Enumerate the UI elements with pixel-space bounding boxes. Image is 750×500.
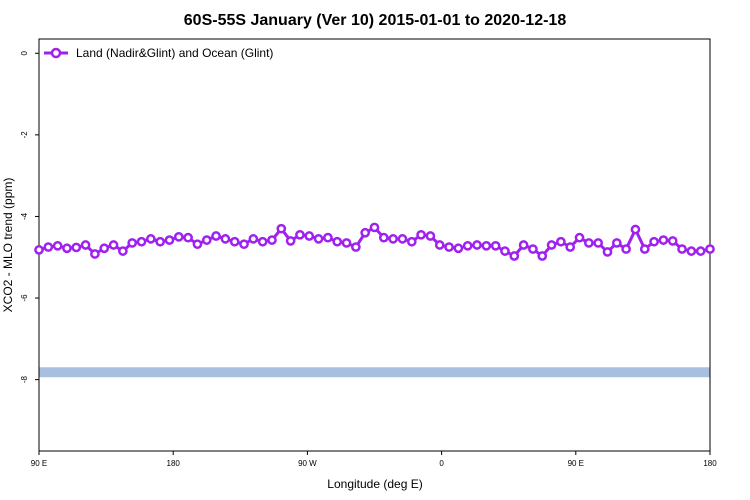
data-point (267, 235, 277, 245)
data-point (705, 244, 715, 254)
y-axis-label: XCO2 - MLO trend (ppm) (1, 178, 15, 313)
data-point (239, 239, 249, 250)
data-point (127, 238, 138, 248)
legend-label: Land (Nadir&Glint) and Ocean (Glint) (76, 46, 273, 60)
data-point (276, 223, 287, 234)
data-point (360, 227, 371, 238)
data-point (611, 238, 622, 248)
x-tick-label: 90 E (31, 459, 47, 468)
y-tick-label: -8 (20, 376, 29, 384)
data-point (313, 234, 324, 244)
data-point (462, 240, 473, 251)
y-tick-label: -2 (20, 131, 29, 139)
x-tick-label: 180 (703, 459, 717, 468)
data-point (556, 236, 566, 247)
data-point (416, 229, 426, 240)
data-point (658, 235, 669, 245)
data-point (472, 240, 482, 250)
data-point (546, 240, 557, 250)
data-point (509, 251, 520, 261)
data-point (667, 236, 678, 246)
data-point (229, 236, 240, 247)
data-point (490, 240, 501, 251)
data-point (99, 243, 110, 254)
data-point (155, 236, 166, 247)
data-point (118, 246, 128, 256)
data-point (621, 244, 631, 254)
data-point (295, 229, 305, 240)
data-point (444, 242, 454, 252)
data-point (43, 242, 54, 252)
data-point (434, 240, 445, 250)
data-point (453, 243, 464, 254)
data-point (323, 232, 333, 243)
legend-marker (50, 47, 62, 59)
data-point (537, 251, 548, 261)
data-point (136, 236, 147, 247)
data-point (574, 232, 585, 243)
data-point (71, 242, 82, 253)
data-point (481, 240, 492, 251)
data-point (518, 240, 529, 250)
data-point (201, 235, 212, 245)
data-point (388, 234, 398, 244)
data-point (304, 231, 315, 241)
data-point (257, 236, 268, 247)
data-point (397, 234, 408, 244)
data-point (351, 242, 361, 252)
data-point (565, 242, 576, 252)
x-tick-label: 90 W (298, 459, 317, 468)
data-point (593, 238, 604, 248)
y-tick-label: 0 (20, 51, 29, 56)
data-point (34, 245, 44, 255)
data-point (164, 235, 175, 245)
data-point (248, 234, 259, 244)
reference-band (39, 367, 710, 378)
data-point (183, 232, 193, 243)
data-point (583, 238, 594, 248)
y-tick-label: -6 (20, 294, 29, 302)
data-point (686, 246, 697, 256)
data-point (52, 240, 63, 251)
data-point (332, 236, 343, 247)
data-point (108, 240, 119, 250)
data-point (677, 244, 687, 254)
data-point (62, 243, 72, 254)
data-point (145, 234, 156, 244)
data-point (406, 236, 417, 247)
data-point (220, 234, 231, 244)
data-point (425, 231, 436, 241)
y-tick-label: -4 (20, 212, 29, 220)
data-point (602, 247, 613, 257)
data-point (649, 236, 659, 247)
x-axis-label: Longitude (deg E) (327, 477, 422, 491)
data-point (211, 231, 221, 241)
data-point (80, 240, 91, 250)
data-point (173, 231, 184, 242)
data-point (369, 222, 380, 233)
data-point (528, 244, 538, 254)
x-tick-label: 180 (167, 459, 181, 468)
data-point (285, 236, 296, 246)
data-point (90, 249, 100, 259)
data-point (695, 246, 706, 256)
data-point (500, 246, 510, 256)
data-point (341, 238, 352, 248)
x-tick-label: 90 E (568, 459, 584, 468)
chart-title: 60S-55S January (Ver 10) 2015-01-01 to 2… (184, 12, 567, 29)
data-point (630, 224, 641, 235)
x-tick-label: 0 (439, 459, 444, 468)
data-point (192, 239, 203, 250)
data-point (378, 232, 389, 243)
data-point (639, 244, 650, 254)
